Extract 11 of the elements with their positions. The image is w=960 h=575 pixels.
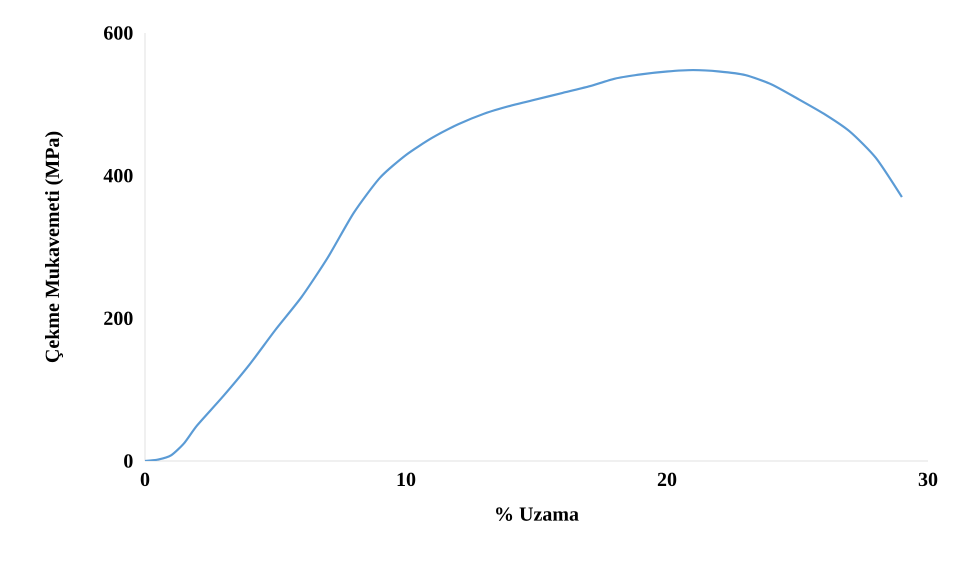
y-tick-label: 0 (124, 454, 133, 468)
y-tick-label: 200 (104, 312, 133, 326)
x-axis-title: % Uzama (496, 507, 579, 521)
x-tick-label: 30 (918, 472, 938, 486)
y-tick-label: 600 (104, 26, 133, 40)
x-tick-label: 0 (140, 472, 150, 486)
line-series (145, 68, 904, 461)
x-tick-label: 20 (658, 472, 676, 486)
x-tick-label: 10 (398, 472, 416, 486)
y-axis-title: Çekme Mukavemeti (MPa) (45, 132, 64, 362)
y-tick-label: 400 (104, 168, 133, 182)
